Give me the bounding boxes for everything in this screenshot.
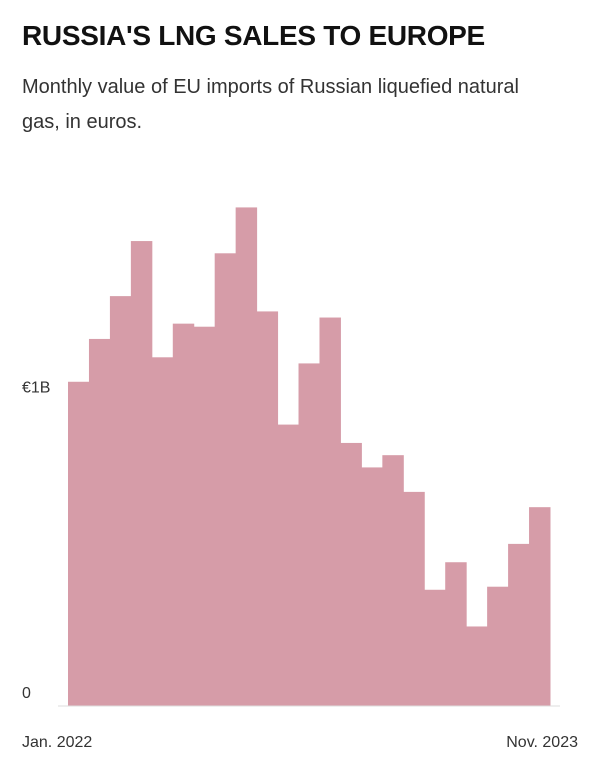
chart-subtitle: Monthly value of EU imports of Russian l… — [22, 76, 519, 133]
bar — [130, 241, 153, 706]
bar — [68, 381, 90, 706]
bar — [424, 589, 446, 706]
bar — [340, 442, 362, 706]
bar — [508, 543, 530, 706]
bar — [277, 424, 300, 706]
x-tick-label: Jan. 2022 — [22, 734, 92, 751]
bar — [256, 311, 279, 706]
x-tick-label: Nov. 2023 — [506, 734, 578, 751]
bar — [172, 323, 195, 706]
bar — [361, 467, 383, 706]
bar — [298, 363, 320, 706]
bar — [109, 296, 132, 706]
bar — [193, 326, 216, 706]
chart-title: RUSSIA'S LNG SALES TO EUROPE — [22, 20, 485, 51]
bar — [487, 586, 509, 706]
bar — [235, 207, 258, 707]
y-tick-label: 0 — [22, 685, 31, 702]
bar — [403, 491, 425, 706]
bar — [382, 455, 404, 706]
bar — [466, 626, 488, 706]
bar — [151, 357, 174, 706]
bar — [445, 562, 467, 706]
bar — [214, 253, 237, 706]
y-tick-label: €1B — [22, 379, 50, 396]
bar — [529, 507, 551, 706]
bar — [88, 338, 111, 706]
bar — [319, 317, 341, 706]
